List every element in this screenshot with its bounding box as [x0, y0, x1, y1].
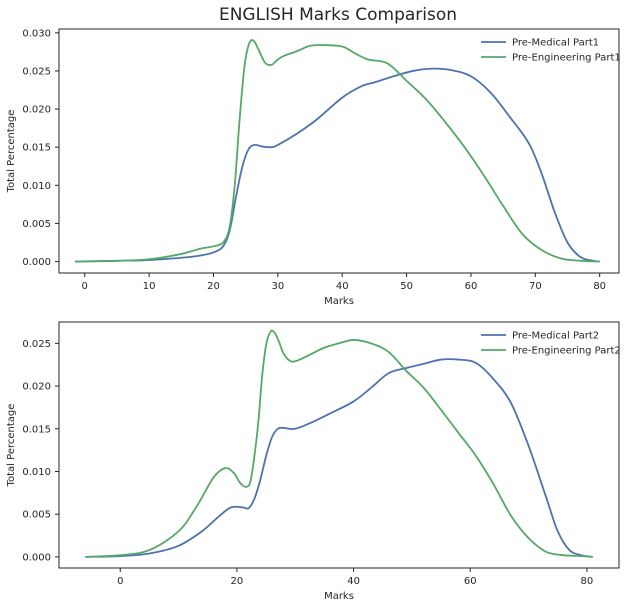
x-tick-label: 0 — [82, 281, 88, 292]
series-line-1 — [85, 358, 593, 558]
x-tick-label: 40 — [347, 576, 360, 587]
chart-title: ENGLISH Marks Comparison — [219, 5, 457, 25]
x-axis-label: Marks — [324, 296, 354, 307]
series-line-2 — [75, 39, 600, 263]
series-line-2 — [85, 329, 593, 558]
x-tick-label: 60 — [465, 281, 478, 292]
y-tick-label: 0.025 — [22, 339, 51, 350]
y-tick-label: 0.020 — [22, 382, 51, 393]
x-tick-label: 60 — [464, 576, 477, 587]
y-tick-label: 0.020 — [22, 105, 51, 116]
legend-label: Pre-Engineering Part2 — [512, 346, 621, 357]
y-axis-label: Total Percentage — [6, 110, 17, 194]
legend-label: Pre-Medical Part2 — [512, 331, 599, 342]
y-tick-label: 0.030 — [22, 28, 51, 39]
x-tick-label: 80 — [581, 576, 594, 587]
y-tick-label: 0.000 — [22, 257, 51, 268]
x-tick-label: 30 — [271, 281, 284, 292]
x-tick-label: 50 — [400, 281, 413, 292]
legend-label: Pre-Engineering Part1 — [512, 53, 621, 64]
series-line-1 — [75, 67, 600, 263]
y-tick-label: 0.000 — [22, 552, 51, 563]
x-axis-label: Marks — [324, 591, 354, 602]
x-tick-label: 40 — [336, 281, 349, 292]
y-tick-label: 0.005 — [22, 219, 51, 230]
bottom-panel: 0 20 40 60 80 0.000 0.005 0.010 0.015 0.020 0.025 M… — [6, 321, 621, 602]
x-tick-label: 0 — [117, 576, 123, 587]
y-tick-label: 0.025 — [22, 66, 51, 77]
plot-frame — [58, 28, 620, 274]
y-axis-label: Total Percentage — [6, 404, 17, 488]
legend-label: Pre-Medical Part1 — [512, 38, 599, 49]
plot-frame — [58, 321, 620, 569]
y-tick-label: 0.010 — [22, 467, 51, 478]
y-tick-label: 0.015 — [22, 424, 51, 435]
x-tick-label: 80 — [593, 281, 606, 292]
y-tick-label: 0.010 — [22, 181, 51, 192]
y-tick-label: 0.015 — [22, 143, 51, 154]
x-tick-label: 70 — [529, 281, 542, 292]
x-tick-label: 20 — [207, 281, 220, 292]
x-tick-label: 10 — [143, 281, 156, 292]
x-tick-label: 20 — [231, 576, 244, 587]
top-panel: 0 10 20 30 40 50 60 70 80 0.000 0.005 0.010 0.015 0.0… — [6, 28, 621, 307]
y-tick-label: 0.005 — [22, 510, 51, 521]
